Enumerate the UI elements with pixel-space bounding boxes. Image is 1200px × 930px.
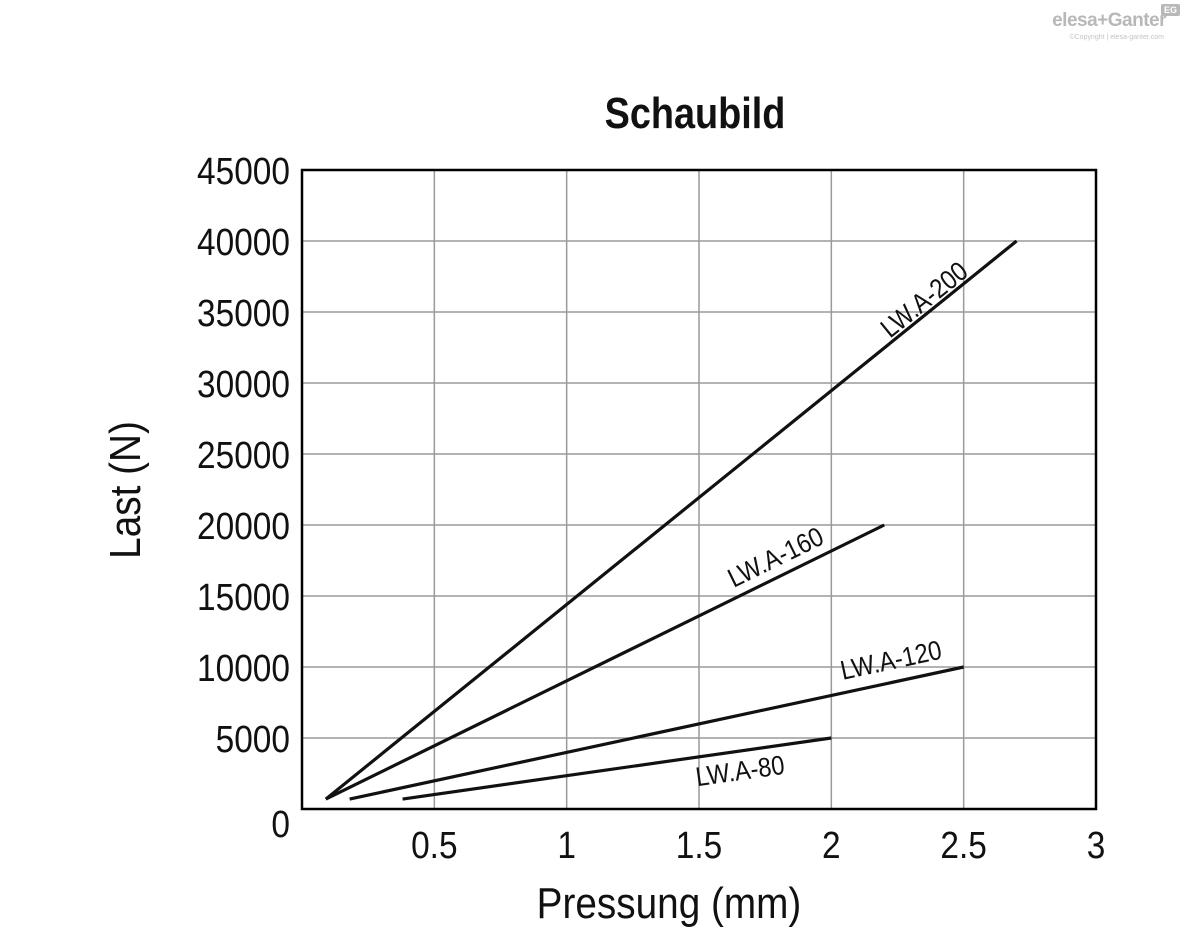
series-label: LW.A-120 <box>838 636 944 687</box>
x-tick-label: 1 <box>557 824 576 866</box>
series-lines <box>324 239 1018 801</box>
y-axis-label: Last (N) <box>100 421 150 559</box>
series-line <box>325 523 885 801</box>
y-tick-label: 25000 <box>197 434 290 476</box>
logo-copyright: ©Copyright | elesa-ganter.com <box>1069 34 1164 41</box>
brand-logo: EG elesa+Ganter ©Copyright | elesa-gante… <box>1026 4 1180 48</box>
y-tick-label: 30000 <box>197 363 290 405</box>
x-tick-label: 2.5 <box>940 824 986 866</box>
x-axis-label: Pressung (mm) <box>537 878 802 928</box>
y-tick-label: 40000 <box>197 221 290 263</box>
series-label: LW.A-160 <box>723 522 828 594</box>
y-tick-label: 45000 <box>197 150 290 192</box>
x-axis-ticks: 0.5 1 1.5 2 2.5 3 <box>411 824 1105 866</box>
y-tick-label: 5000 <box>216 718 290 760</box>
series-line <box>324 239 1018 801</box>
logo-badge: EG <box>1160 4 1180 16</box>
x-tick-label: 0.5 <box>411 824 457 866</box>
y-tick-label: 20000 <box>197 505 290 547</box>
y-tick-label: 35000 <box>197 292 290 334</box>
grid <box>302 170 1096 809</box>
y-axis-ticks: 0 5000 10000 15000 20000 25000 30000 35000 40000… <box>197 150 290 845</box>
series-line <box>349 665 965 801</box>
logo-brand-text: elesa+Ganter <box>1052 10 1166 31</box>
plot-frame <box>300 168 1098 811</box>
series-label: LW.A-200 <box>875 256 973 344</box>
y-tick-label: 10000 <box>197 647 290 689</box>
x-tick-label: 1.5 <box>676 824 722 866</box>
series-line <box>402 736 832 801</box>
x-tick-label: 2 <box>822 824 841 866</box>
chart-title: Schaubild <box>605 88 786 137</box>
y-tick-label: 15000 <box>197 576 290 618</box>
x-tick-label: 3 <box>1087 824 1106 866</box>
y-tick-label: 0 <box>271 803 290 845</box>
